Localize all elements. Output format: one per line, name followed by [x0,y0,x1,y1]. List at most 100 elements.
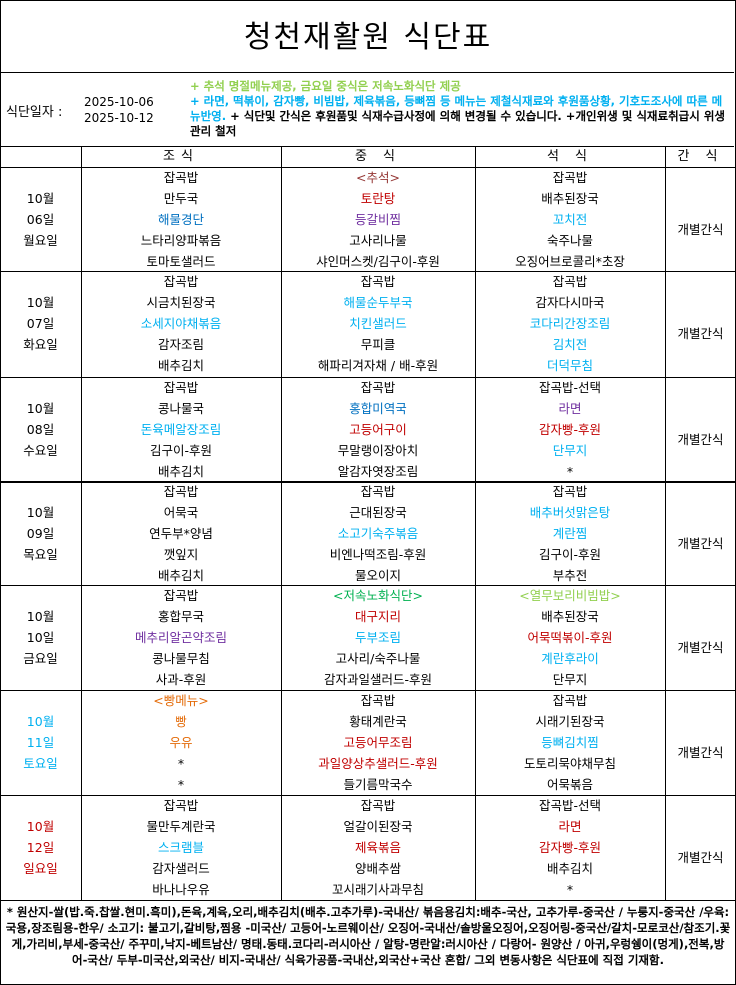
date-cell: 10월 06일 월요일 [0,188,81,251]
menu-item: 토란탕 [360,191,396,206]
header-breakfast: 조식 [81,146,281,168]
date-weekday: 화요일 [23,337,58,352]
lunch-cell: <추석> 토란탕 등갈비찜 고사리나물 샤인머스켓/김구이-후원 [281,167,475,272]
date-day: 10일 [26,630,55,645]
menu-item: 고등어구이 [349,422,407,437]
menu-item: 샤인머스켓/김구이-후원 [316,254,440,269]
menu-item: 어묵볶음 [546,777,593,792]
menu-item: 근대된장국 [349,505,407,520]
menu-item: 토마토샐러드 [146,254,216,269]
menu-item: 김구이-후원 [538,547,601,562]
date-cell: 10월 12일 일요일 [0,816,81,879]
date-cell: 10월 07일 화요일 [0,292,81,355]
menu-item: 양배추쌈 [354,861,401,876]
date-weekday: 금요일 [23,651,58,666]
menu-item: 잡곡밥 [360,380,396,395]
date-month: 10월 [26,819,55,834]
date-cell: 10월 10일 금요일 [0,606,81,669]
menu-item: 코다리간장조림 [529,316,611,331]
menu-item: 시래기된장국 [535,714,605,729]
date-month: 10월 [26,191,55,206]
day-row: 10월 07일 화요일 잡곡밥 시금치된장국 소세지야채볶음 감자조림 배추김치 잡곡밥 해물순두… [0,271,736,378]
lunch-cell: 잡곡밥 근대된장국 소고기숙주볶음 비엔나떡조림-후원 물오이지 [281,481,475,586]
menu-item: * [177,777,185,792]
menu-item: 감자과일샐러드-후원 [323,672,432,687]
menu-item: 단무지 [552,443,588,458]
menu-item: 고사리/숙주나물 [335,651,421,666]
menu-item: 숙주나물 [546,233,593,248]
menu-item: 비엔나떡조림-후원 [329,547,427,562]
menu-item: * [566,464,574,479]
date-weekday: 목요일 [23,547,58,562]
dinner-cell: 잡곡밥-선택 라면 감자빵-후원 배추김치 * [475,795,665,900]
menu-item: 홍합미역국 [349,401,407,416]
dinner-cell: <열무보리비빔밥> 배추된장국 어묵떡볶이-후원 계란후라이 단무지 [475,585,665,690]
date-month: 10월 [26,714,55,729]
menu-item: 라면 [558,401,582,416]
menu-item: 잡곡밥 [552,170,588,185]
divider [81,146,82,901]
menu-item: 계란찜 [552,526,588,541]
lunch-cell: 잡곡밥 해물순두부국 치킨샐러드 무피클 해파리겨자채 / 배-후원 [281,271,475,376]
header-lunch: 중 식 [281,146,475,168]
date-month: 10월 [26,401,55,416]
menu-item: 배추된장국 [541,609,599,624]
dinner-cell: 잡곡밥 배추된장국 꼬치전 숙주나물 오징어브로콜리*초장 [475,167,665,272]
menu-item: 잡곡밥 [360,798,396,813]
date-weekday: 수요일 [23,443,58,458]
date-label: 식단일자 : [6,105,63,120]
date-cell: 10월 09일 목요일 [0,502,81,565]
menu-item: <빵메뉴> [153,693,209,708]
menu-item: 꼬치전 [552,212,588,227]
menu-item: 잡곡밥 [552,693,588,708]
menu-item: 해물경단 [157,212,204,227]
menu-item: 대구지리 [354,609,401,624]
date-day: 07일 [26,316,55,331]
menu-item: 감자조림 [157,337,204,352]
lunch-cell: 잡곡밥 홍합미역국 고등어구이 무말랭이장아치 알감자엿장조림 [281,377,475,482]
menu-item: 배추김치 [157,464,204,479]
divider [665,146,666,901]
menu-item: 배추김치 [546,861,593,876]
menu-item: 계란후라이 [541,651,599,666]
menu-item: 느타리양파볶음 [140,233,222,248]
menu-item: <저속노화식단> [333,588,423,603]
snack-cell: 개별간식 [677,640,724,655]
page-title: 청천재활원 식단표 [243,20,493,55]
menu-item: 어묵떡볶이-후원 [527,630,613,645]
menu-item: 연두부*양념 [149,526,213,541]
day-row: 10월 12일 일요일 잡곡밥 물만두계란국 스크램블 감자샐러드 바나나우유 잡곡밥 얼갈이된장… [0,795,736,901]
menu-item: 오징어브로콜리*초장 [515,254,625,269]
menu-item: 감자다시마국 [535,295,605,310]
snack-cell: 개별간식 [677,432,724,447]
menu-item: 잡곡밥-선택 [538,798,601,813]
menu-item: 두부조림 [354,630,401,645]
menu-item: 메추리알곤약조림 [134,630,227,645]
date-weekday: 토요일 [23,756,58,771]
menu-item: * [566,882,574,897]
menu-item: 꼬시래기사과무침 [331,882,424,897]
lunch-cell: 잡곡밥 얼갈이된장국 제육볶음 양배추쌈 꼬시래기사과무침 [281,795,475,900]
menu-item: * [177,756,185,771]
menu-item: 도토리묵야채무침 [523,756,616,771]
menu-item: 잡곡밥 [360,274,396,289]
menu-item: 콩나물무침 [152,651,210,666]
header-dinner: 석 식 [475,146,665,168]
breakfast-cell: 잡곡밥 콩나물국 돈육메알장조림 김구이-후원 배추김치 [81,377,281,482]
date-month: 10월 [26,505,55,520]
menu-item: 잡곡밥 [360,484,396,499]
menu-item: 잡곡밥-선택 [538,380,601,395]
note-1: + 추석 명절메뉴제공, 금요일 중식은 저속노화식단 제공 [190,79,461,93]
lunch-cell: 잡곡밥 황태계란국 고등어무조림 과일양상추샐러드-후원 들기름막국수 [281,690,475,795]
menu-item: 라면 [558,819,582,834]
menu-item: 잡곡밥 [163,170,199,185]
menu-item: 소세지야채볶음 [140,316,222,331]
menu-item: 바나나우유 [152,882,210,897]
breakfast-cell: 잡곡밥 만두국 해물경단 느타리양파볶음 토마토샐러드 [81,167,281,272]
breakfast-cell: 잡곡밥 홍합무국 메추리알곤약조림 콩나물무침 사과-후원 [81,585,281,690]
date-day: 11일 [26,735,55,750]
date-weekday: 일요일 [23,861,58,876]
menu-item: 물오이지 [354,568,401,583]
breakfast-cell: 잡곡밥 어묵국 연두부*양념 깻잎지 배추김치 [81,481,281,586]
